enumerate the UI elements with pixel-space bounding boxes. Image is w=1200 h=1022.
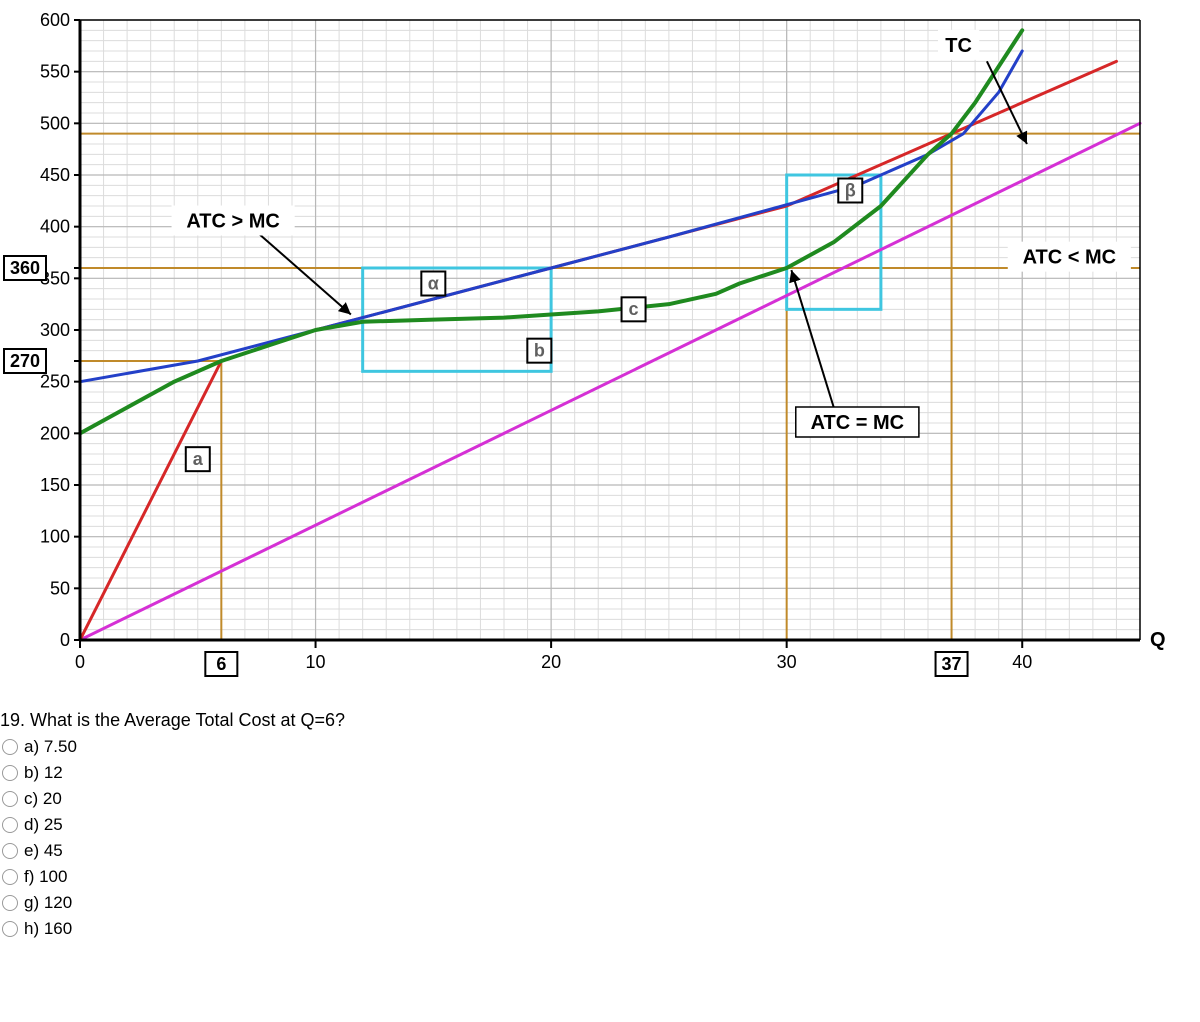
- svg-text:300: 300: [40, 320, 70, 340]
- svg-text:50: 50: [50, 578, 70, 598]
- svg-text:100: 100: [40, 527, 70, 547]
- option-label: a) 7.50: [24, 737, 77, 757]
- svg-text:10: 10: [306, 652, 326, 672]
- cost-chart: 0501001502002503003504004505005506002703…: [0, 0, 1170, 700]
- options-list: a) 7.50 b) 12 c) 20 d) 25 e) 45 f) 100 g) 120 h…: [2, 737, 1200, 939]
- svg-text:b: b: [534, 340, 545, 360]
- svg-text:400: 400: [40, 217, 70, 237]
- svg-text:TC: TC: [945, 35, 972, 57]
- option-label: g) 120: [24, 893, 72, 913]
- radio-icon[interactable]: [2, 869, 18, 885]
- svg-text:ATC > MC: ATC > MC: [186, 211, 280, 233]
- svg-text:c: c: [629, 299, 639, 319]
- svg-text:450: 450: [40, 165, 70, 185]
- svg-text:200: 200: [40, 423, 70, 443]
- svg-text:6: 6: [216, 654, 226, 674]
- svg-text:20: 20: [541, 652, 561, 672]
- svg-text:ATC = MC: ATC = MC: [811, 412, 905, 434]
- radio-icon[interactable]: [2, 739, 18, 755]
- option-h[interactable]: h) 160: [2, 919, 1200, 939]
- option-c[interactable]: c) 20: [2, 789, 1200, 809]
- question-number: 19.: [0, 710, 25, 730]
- svg-text:270: 270: [10, 351, 40, 371]
- svg-text:550: 550: [40, 62, 70, 82]
- svg-text:37: 37: [942, 654, 962, 674]
- svg-text:a: a: [193, 449, 204, 469]
- option-b[interactable]: b) 12: [2, 763, 1200, 783]
- option-label: h) 160: [24, 919, 72, 939]
- svg-text:250: 250: [40, 372, 70, 392]
- svg-text:600: 600: [40, 10, 70, 30]
- svg-text:500: 500: [40, 113, 70, 133]
- svg-text:360: 360: [10, 258, 40, 278]
- option-f[interactable]: f) 100: [2, 867, 1200, 887]
- option-d[interactable]: d) 25: [2, 815, 1200, 835]
- option-e[interactable]: e) 45: [2, 841, 1200, 861]
- radio-icon[interactable]: [2, 817, 18, 833]
- radio-icon[interactable]: [2, 843, 18, 859]
- question-line: 19. What is the Average Total Cost at Q=…: [0, 710, 1200, 731]
- svg-text:α: α: [428, 273, 439, 293]
- svg-text:Q: Q: [1150, 629, 1166, 651]
- svg-text:40: 40: [1012, 652, 1032, 672]
- radio-icon[interactable]: [2, 921, 18, 937]
- svg-text:30: 30: [777, 652, 797, 672]
- radio-icon[interactable]: [2, 895, 18, 911]
- svg-text:0: 0: [75, 652, 85, 672]
- option-label: e) 45: [24, 841, 63, 861]
- svg-text:150: 150: [40, 475, 70, 495]
- option-g[interactable]: g) 120: [2, 893, 1200, 913]
- option-a[interactable]: a) 7.50: [2, 737, 1200, 757]
- option-label: f) 100: [24, 867, 67, 887]
- svg-text:ATC < MC: ATC < MC: [1023, 247, 1117, 269]
- option-label: b) 12: [24, 763, 63, 783]
- radio-icon[interactable]: [2, 765, 18, 781]
- svg-text:β: β: [845, 180, 856, 200]
- question-text: What is the Average Total Cost at Q=6?: [30, 710, 345, 730]
- option-label: c) 20: [24, 789, 62, 809]
- option-label: d) 25: [24, 815, 63, 835]
- svg-text:0: 0: [60, 630, 70, 650]
- radio-icon[interactable]: [2, 791, 18, 807]
